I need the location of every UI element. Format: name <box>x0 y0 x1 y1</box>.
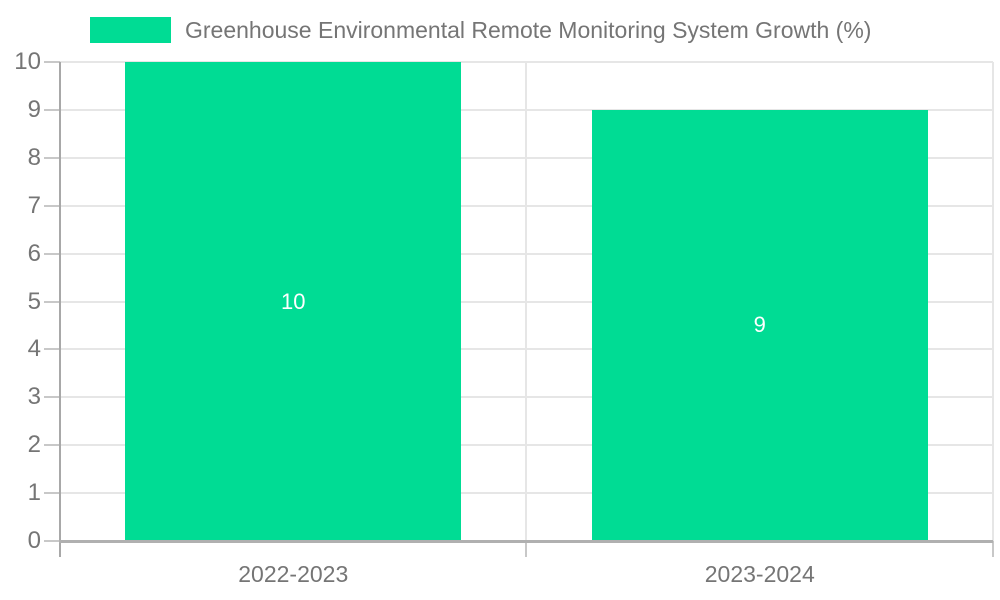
x-tick <box>525 541 527 557</box>
y-tick-label: 7 <box>27 191 41 219</box>
y-tick-label: 6 <box>27 239 41 267</box>
y-tick <box>44 204 60 207</box>
y-tick <box>44 348 60 351</box>
y-tick-label: 0 <box>27 527 41 554</box>
bar-2023-2024[interactable] <box>591 109 928 541</box>
y-tick-label: 4 <box>27 335 41 363</box>
x-gridline <box>991 62 994 541</box>
y-tick <box>44 61 60 63</box>
bar-value-label: 9 <box>753 312 766 338</box>
y-tick <box>44 108 60 111</box>
y-tick-label: 2 <box>27 431 41 459</box>
y-tick-label: 3 <box>27 383 41 411</box>
bar-value-label: 10 <box>281 288 306 314</box>
y-tick <box>44 492 60 495</box>
legend: Greenhouse Environmental Remote Monitori… <box>90 17 871 43</box>
x-tick <box>991 541 994 557</box>
x-gridline <box>525 62 527 541</box>
y-tick-label: 5 <box>27 287 41 315</box>
x-category-label: 2022-2023 <box>238 561 349 587</box>
y-tick <box>44 540 60 542</box>
y-tick-label: 1 <box>27 479 41 507</box>
legend-swatch <box>90 17 171 43</box>
y-tick <box>44 444 60 447</box>
y-tick <box>44 396 60 399</box>
legend-label: Greenhouse Environmental Remote Monitori… <box>185 16 872 43</box>
y-tick <box>44 300 60 303</box>
y-tick-label: 9 <box>27 95 41 123</box>
y-tick-label: 10 <box>14 48 41 75</box>
y-tick-label: 8 <box>27 143 41 171</box>
y-tick <box>44 156 60 159</box>
bar-2022-2023[interactable] <box>125 62 462 541</box>
y-axis-line <box>59 62 61 557</box>
y-tick <box>44 252 60 255</box>
x-category-label: 2023-2024 <box>704 561 815 587</box>
x-axis-line <box>59 540 993 543</box>
